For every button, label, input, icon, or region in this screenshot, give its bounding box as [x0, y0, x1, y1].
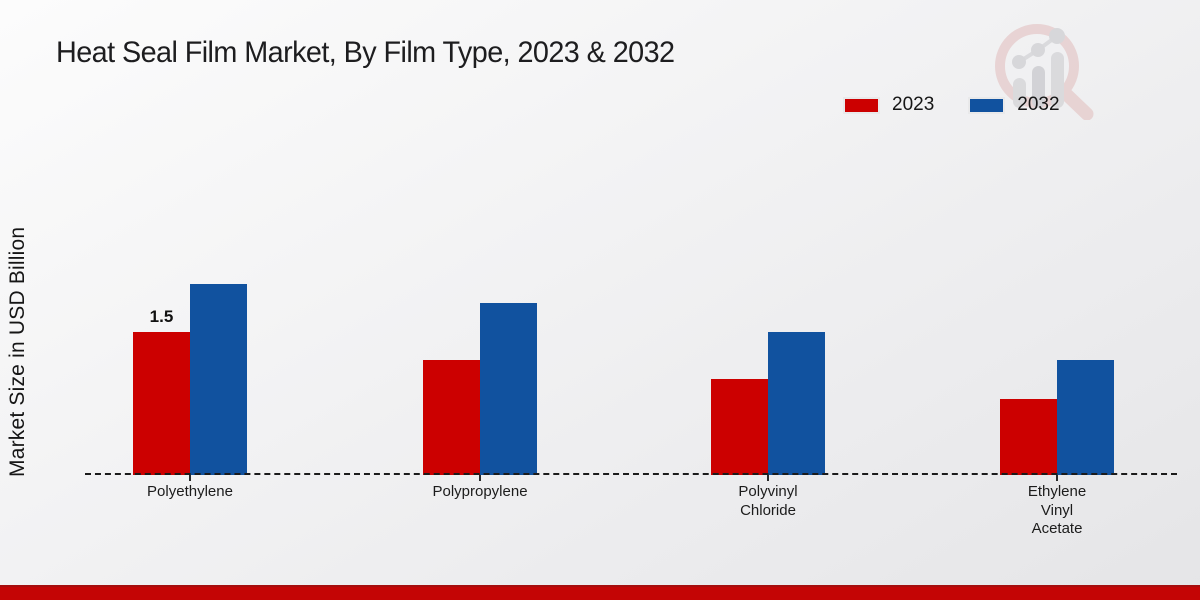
category-label-ethylene-vinyl-acetate: Ethylene Vinyl Acetate [1027, 483, 1087, 537]
bar-2032-polypropylene [480, 303, 537, 475]
legend-item-2023: 2023 [843, 94, 934, 116]
bar-2023-polyethylene: 1.5 [133, 307, 190, 475]
axis-tick-polypropylene [479, 475, 481, 481]
chart-title: Heat Seal Film Market, By Film Type, 202… [56, 36, 675, 69]
category-label-polyvinyl-chloride: Polyvinyl Chloride [738, 483, 798, 519]
axis-tick-polyvinyl-chloride [767, 475, 769, 481]
bar-2023-polyvinyl-chloride [711, 379, 768, 475]
legend-label-2032: 2032 [1017, 94, 1060, 115]
bar-group-polyvinyl-chloride [711, 332, 825, 475]
legend-swatch-2032 [968, 96, 1006, 114]
legend-label-2023: 2023 [892, 94, 935, 115]
footer-accent-band [0, 585, 1200, 600]
bar-2023-ethylene-vinyl-acetate [1000, 399, 1057, 475]
bar-value-label-2023-polyethylene: 1.5 [149, 307, 174, 326]
legend-item-2032: 2032 [968, 94, 1060, 116]
bar-2032-ethylene-vinyl-acetate [1057, 360, 1114, 475]
bar-group-polypropylene [423, 303, 537, 475]
axis-tick-ethylene-vinyl-acetate [1056, 475, 1058, 481]
bar-2032-polyethylene [190, 284, 247, 475]
bar-group-polyethylene: 1.5 [133, 284, 247, 475]
magnifier-bar-chart-logo-icon [995, 24, 1094, 120]
category-label-polyethylene: Polyethylene [147, 483, 233, 500]
category-label-polypropylene: Polypropylene [432, 483, 528, 500]
legend: 2023 2032 [843, 94, 1060, 116]
bar-group-ethylene-vinyl-acetate [1000, 360, 1114, 475]
axis-tick-polyethylene [189, 475, 191, 481]
legend-swatch-2023 [843, 96, 880, 114]
x-axis-baseline [85, 473, 1177, 475]
bar-2032-polyvinyl-chloride [768, 332, 825, 475]
bar-2023-polypropylene [423, 360, 480, 475]
